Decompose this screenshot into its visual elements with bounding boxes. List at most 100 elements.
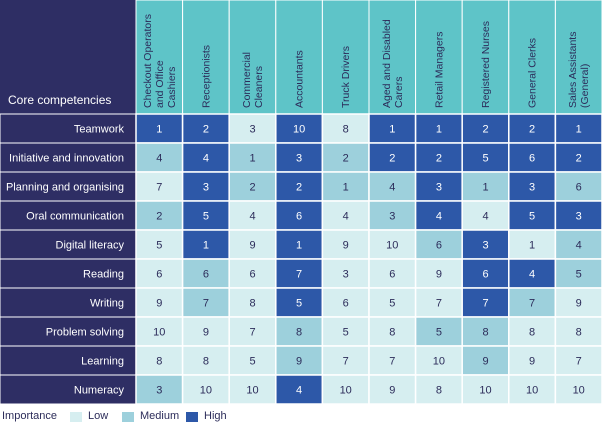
cell-value: 3 — [436, 182, 442, 194]
column-header-cell — [461, 0, 510, 115]
column-header-line: Sales Assistants — [567, 32, 579, 108]
row-label-cell — [0, 316, 137, 347]
column-header-cell — [554, 0, 602, 115]
heatmap-cell — [508, 142, 557, 173]
cell-value: 4 — [436, 211, 442, 223]
cell-value: 1 — [203, 240, 209, 252]
cell-value: 1 — [249, 153, 255, 165]
cell-value: 5 — [529, 211, 535, 223]
column-header-label: Receptionists — [200, 45, 212, 108]
cell-value: 2 — [343, 153, 349, 165]
column-header-line: Cleaners — [253, 66, 265, 108]
row-label: Writing — [90, 298, 124, 310]
column-header-label: Registered Nurses — [480, 21, 492, 108]
legend-swatch-medium — [122, 412, 134, 422]
column-header-line: Accountants — [294, 50, 306, 108]
row-label-cell — [0, 258, 137, 289]
heatmap-cell — [228, 287, 277, 318]
cell-value: 7 — [576, 356, 582, 368]
heatmap-cell — [228, 258, 277, 289]
column-header-line: Truck Drivers — [340, 46, 352, 108]
row-label: Problem solving — [46, 327, 124, 339]
heatmap-cell — [554, 287, 602, 318]
heatmap-cell — [275, 229, 324, 260]
cell-value: 2 — [436, 153, 442, 165]
heatmap-cell — [554, 374, 602, 404]
heatmap-cell — [135, 316, 184, 347]
heatmap-cell — [554, 171, 602, 202]
row-label: Planning and organising — [6, 182, 124, 194]
row-label: Teamwork — [74, 124, 125, 136]
row-label-cell — [0, 171, 137, 202]
column-header-label: Aged and DisabledCarers — [381, 19, 405, 108]
cell-value: 10 — [293, 124, 305, 136]
column-header-line: Receptionists — [200, 45, 212, 108]
row-label: Oral communication — [26, 211, 124, 223]
cell-value: 4 — [156, 153, 162, 165]
cell-value: 5 — [436, 327, 442, 339]
cell-value: 3 — [296, 153, 302, 165]
legend-swatch-low — [70, 412, 82, 422]
column-header-label: General Clerks — [527, 38, 539, 108]
cell-value: 9 — [436, 269, 442, 281]
heatmap-cell — [554, 229, 602, 260]
cell-value: 5 — [296, 298, 302, 310]
heatmap-cell — [181, 171, 230, 202]
cell-value: 3 — [343, 269, 349, 281]
cell-value: 7 — [296, 269, 302, 281]
cell-value: 2 — [576, 153, 582, 165]
column-header-label: Checkout Operatorsand OfficeCashiers — [142, 14, 178, 108]
cell-value: 1 — [436, 124, 442, 136]
legend-swatch-high — [186, 412, 198, 422]
cell-value: 10 — [153, 327, 165, 339]
cell-value: 10 — [340, 385, 352, 397]
row-label: Digital literacy — [56, 240, 125, 252]
cell-value: 7 — [436, 298, 442, 310]
cell-value: 5 — [343, 327, 349, 339]
cell-value: 5 — [249, 356, 255, 368]
cell-value: 6 — [576, 182, 582, 194]
cell-value: 2 — [249, 182, 255, 194]
heatmap-cell — [414, 345, 463, 376]
cell-value: 2 — [203, 124, 209, 136]
heatmap-cell — [508, 345, 557, 376]
heatmap-cell — [368, 316, 417, 347]
heatmap-cell — [135, 345, 184, 376]
cell-value: 8 — [576, 327, 582, 339]
cell-value: 1 — [296, 240, 302, 252]
legend-label-medium: Medium — [140, 410, 180, 422]
cell-value: 10 — [526, 385, 538, 397]
cell-value: 8 — [249, 298, 255, 310]
cell-value: 3 — [576, 211, 582, 223]
cell-value: 9 — [203, 327, 209, 339]
cell-value: 7 — [343, 356, 349, 368]
heatmap-cell — [508, 374, 557, 404]
heatmap-cell — [135, 374, 184, 404]
cell-value: 4 — [203, 153, 209, 165]
column-header-label: Truck Drivers — [340, 46, 352, 108]
row-label: Numeracy — [74, 385, 125, 397]
cell-value: 9 — [482, 356, 488, 368]
heatmap-cell — [508, 171, 557, 202]
cell-value: 1 — [529, 240, 535, 252]
column-header-cell — [182, 0, 230, 115]
cell-value: 1 — [576, 124, 582, 136]
heatmap-cell — [554, 200, 602, 231]
column-header-line: (General) — [579, 64, 591, 108]
cell-value: 3 — [156, 385, 162, 397]
cell-value: 4 — [529, 269, 535, 281]
cell-value: 6 — [529, 153, 535, 165]
column-header-label: CommercialCleaners — [241, 52, 265, 108]
heatmap-cell — [414, 287, 463, 318]
column-header-line: Carers — [393, 76, 405, 108]
cell-value: 10 — [433, 356, 445, 368]
heatmap-cell — [414, 142, 463, 173]
cell-value: 8 — [389, 327, 395, 339]
cell-value: 7 — [482, 298, 488, 310]
column-header-line: Cashiers — [166, 67, 178, 108]
column-header-line: Checkout Operators — [142, 14, 154, 108]
heatmap-cell — [181, 200, 230, 231]
heatmap-cell — [181, 229, 230, 260]
column-header-line: Commercial — [241, 52, 253, 108]
cell-value: 6 — [343, 298, 349, 310]
